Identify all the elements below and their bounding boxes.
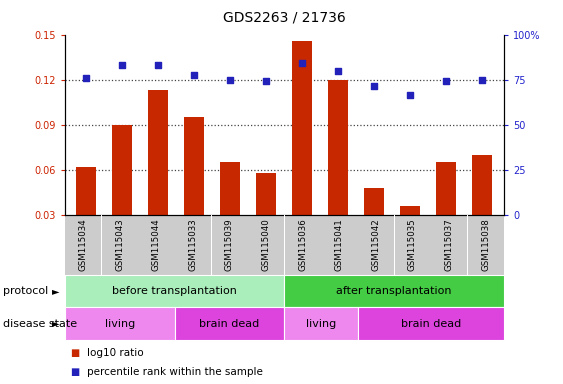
Text: GSM115038: GSM115038 <box>481 218 490 271</box>
Text: GSM115034: GSM115034 <box>79 218 87 271</box>
Text: ■: ■ <box>70 348 79 358</box>
Text: ■: ■ <box>70 367 79 377</box>
Text: before transplantation: before transplantation <box>112 286 237 296</box>
Point <box>154 61 163 68</box>
Text: GSM115033: GSM115033 <box>189 218 197 271</box>
Text: ►: ► <box>52 286 59 296</box>
Text: log10 ratio: log10 ratio <box>87 348 144 358</box>
Bar <box>113 125 132 215</box>
Text: living: living <box>306 318 336 329</box>
Point <box>118 61 127 68</box>
Bar <box>221 162 240 215</box>
Text: GSM115040: GSM115040 <box>262 218 270 271</box>
Text: GDS2263 / 21736: GDS2263 / 21736 <box>223 11 346 25</box>
Text: ►: ► <box>52 318 59 329</box>
Bar <box>328 80 348 215</box>
Text: brain dead: brain dead <box>400 318 461 329</box>
Text: GSM115041: GSM115041 <box>335 218 343 271</box>
Text: GSM115036: GSM115036 <box>298 218 307 271</box>
Bar <box>472 155 492 215</box>
Text: disease state: disease state <box>3 318 77 329</box>
Text: GSM115043: GSM115043 <box>115 218 124 271</box>
Bar <box>185 117 204 215</box>
Text: GSM115039: GSM115039 <box>225 218 234 271</box>
Point <box>226 77 235 83</box>
Point <box>190 72 199 78</box>
Point <box>370 83 379 89</box>
Point <box>406 92 415 98</box>
Point <box>82 75 91 81</box>
Text: protocol: protocol <box>3 286 48 296</box>
Point <box>262 78 271 84</box>
Text: after transplantation: after transplantation <box>336 286 452 296</box>
Point <box>334 68 343 74</box>
Bar <box>292 41 312 215</box>
Point <box>442 78 451 84</box>
Text: living: living <box>105 318 135 329</box>
Bar <box>436 162 456 215</box>
Point <box>478 77 487 83</box>
Bar <box>77 167 96 215</box>
Text: brain dead: brain dead <box>199 318 260 329</box>
Bar <box>364 188 384 215</box>
Text: GSM115037: GSM115037 <box>445 218 453 271</box>
Text: GSM115042: GSM115042 <box>372 218 380 271</box>
Text: GSM115044: GSM115044 <box>152 218 160 271</box>
Bar <box>400 206 420 215</box>
Text: percentile rank within the sample: percentile rank within the sample <box>87 367 263 377</box>
Bar <box>256 173 276 215</box>
Bar <box>149 90 168 215</box>
Point <box>298 60 307 66</box>
Text: GSM115035: GSM115035 <box>408 218 417 271</box>
